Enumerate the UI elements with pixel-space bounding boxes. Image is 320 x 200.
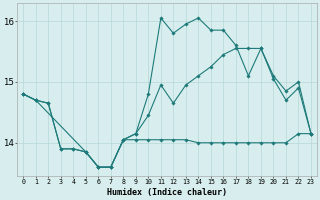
X-axis label: Humidex (Indice chaleur): Humidex (Indice chaleur) [107, 188, 227, 197]
